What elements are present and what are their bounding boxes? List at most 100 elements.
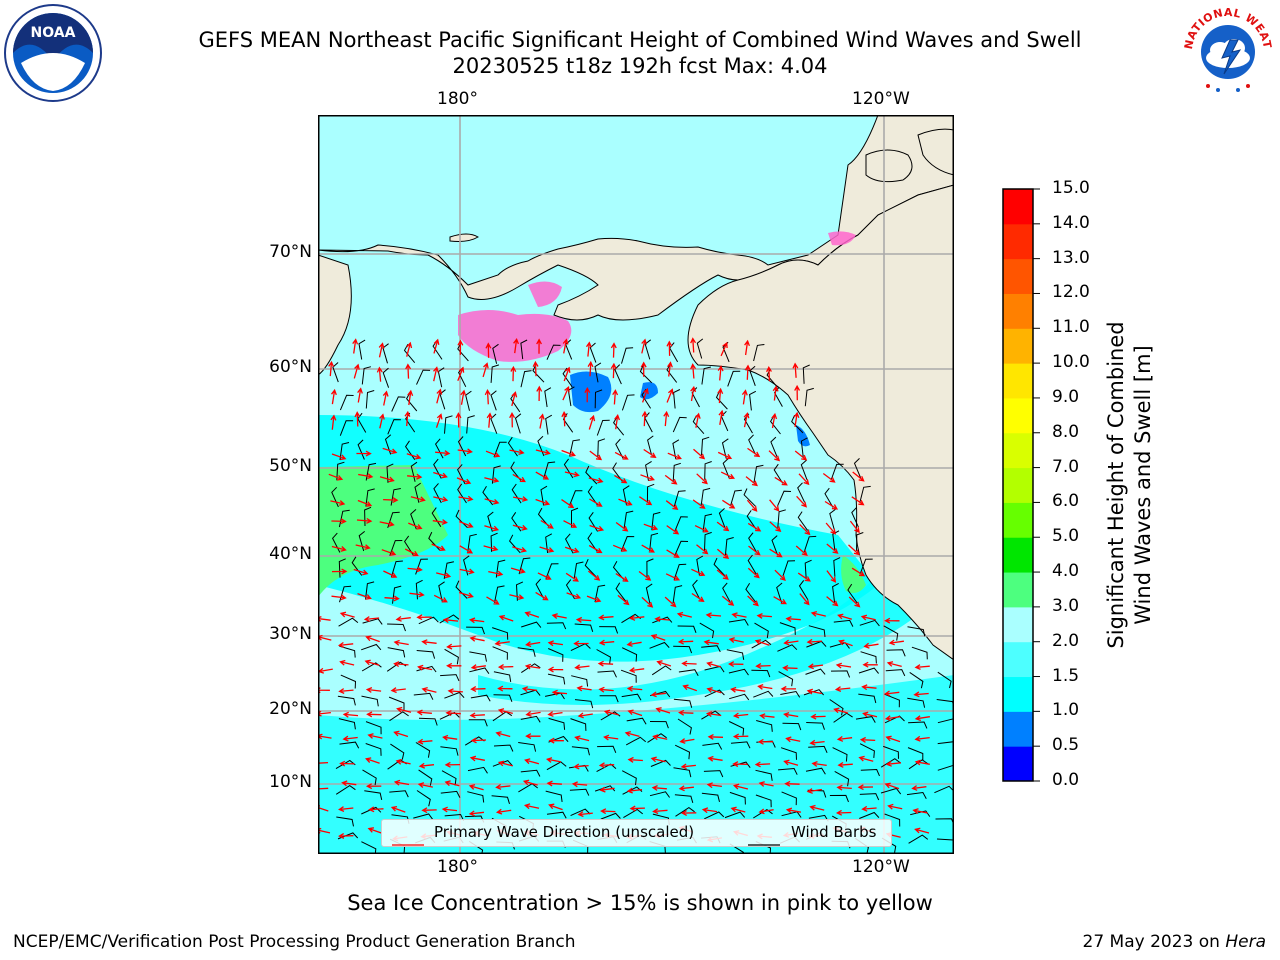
wave-direction-arrow	[758, 781, 774, 787]
wind-barb	[547, 673, 566, 685]
wave-direction-arrow	[754, 639, 770, 646]
colorbar-tick-label: 6.0	[1052, 491, 1080, 512]
wave-direction-arrow	[809, 804, 825, 811]
wave-direction-arrow	[690, 337, 697, 353]
wave-direction-arrow	[416, 614, 432, 621]
wind-barb	[859, 619, 880, 627]
wave-direction-arrow	[862, 711, 878, 718]
wind-barb	[546, 622, 567, 630]
wind-barb	[621, 647, 638, 662]
land-north-america	[687, 184, 954, 661]
wind-barb	[791, 414, 804, 434]
colorbar-label-line1: Significant Height of Combined	[1104, 321, 1128, 649]
wave-direction-arrow	[447, 688, 463, 695]
sea-ice-bering	[458, 310, 572, 362]
wave-direction-arrow	[497, 760, 513, 767]
wind-barb	[934, 785, 954, 794]
wave-direction-arrow	[598, 639, 615, 646]
wave-direction-arrow	[799, 593, 810, 606]
wave-direction-arrow	[769, 521, 782, 532]
wave-direction-arrow	[733, 783, 749, 790]
wave-direction-arrow	[421, 639, 437, 646]
wind-barb	[571, 746, 590, 756]
wind-barb	[644, 339, 652, 360]
wave-direction-arrow	[431, 543, 446, 551]
wind-barb	[704, 531, 712, 551]
wave-direction-arrow	[914, 715, 930, 722]
wind-barb	[493, 694, 513, 702]
wind-barb	[797, 511, 809, 531]
wave-direction-arrow	[666, 388, 674, 403]
colorbar-segment	[1003, 676, 1033, 712]
wave-direction-arrow	[354, 411, 361, 427]
wave-direction-arrow	[849, 520, 860, 534]
wind-barb	[621, 693, 642, 701]
wave-direction-arrow	[664, 474, 678, 485]
wind-barb	[699, 622, 715, 639]
wind-barb	[859, 485, 871, 503]
wave-direction-arrow	[769, 499, 780, 512]
colorbar-tick-label: 13.0	[1052, 247, 1090, 268]
wave-direction-arrow	[858, 755, 874, 762]
wave-direction-arrow	[676, 611, 692, 618]
wind-barb	[440, 746, 459, 756]
wave-direction-arrow	[638, 570, 652, 581]
wave-direction-arrow	[588, 477, 604, 484]
wave-direction-arrow	[421, 686, 437, 693]
wind-barb	[521, 621, 542, 628]
wave-direction-arrow	[537, 572, 552, 580]
wave-direction-arrow	[511, 391, 518, 407]
wind-barb	[859, 558, 873, 575]
wave-direction-arrow	[809, 739, 825, 746]
wave-direction-arrow	[666, 340, 673, 356]
wave-direction-arrow	[585, 341, 592, 357]
wave-direction-arrow	[379, 476, 395, 483]
wave-direction-arrow	[626, 641, 642, 647]
wind-barb	[414, 482, 421, 503]
wind-barb	[907, 747, 924, 761]
wave-direction-arrow	[524, 611, 540, 618]
wave-direction-arrow	[390, 687, 406, 694]
colorbar-segment	[1003, 432, 1033, 469]
wind-barb	[777, 490, 792, 507]
wave-direction-arrow	[615, 573, 629, 582]
wind-barb	[440, 674, 460, 682]
wave-direction-arrow	[785, 616, 801, 622]
wind-barb	[515, 581, 524, 601]
wave-direction-arrow	[318, 785, 329, 792]
wave-direction-arrow	[551, 613, 567, 620]
wave-direction-arrow	[598, 762, 615, 769]
wind-barb	[728, 668, 749, 676]
wave-direction-arrow	[860, 614, 876, 621]
wind-barb	[751, 669, 771, 678]
wind-barb	[614, 364, 622, 385]
wave-direction-arrow	[641, 387, 649, 403]
wave-direction-arrow	[561, 449, 576, 457]
wind-barb	[830, 463, 844, 480]
wave-direction-arrow	[378, 342, 385, 358]
wind-barb	[596, 649, 612, 665]
wind-barb	[570, 808, 591, 817]
wave-direction-arrow	[720, 341, 728, 357]
colorbar-tick-label: 11.0	[1052, 317, 1090, 338]
wind-barb	[883, 625, 899, 641]
wind-barb	[466, 415, 475, 434]
wave-direction-arrow	[677, 638, 694, 645]
wave-direction-arrow	[741, 389, 748, 405]
wave-direction-arrow	[584, 386, 591, 403]
wave-direction-arrow	[614, 474, 628, 484]
wind-barb	[701, 366, 712, 385]
wave-direction-arrow	[331, 518, 347, 525]
wave-direction-arrow	[368, 806, 384, 813]
wind-barb	[908, 721, 928, 729]
sea-ice-beaufort	[828, 231, 856, 246]
wind-barb	[338, 718, 356, 730]
colorbar-segment	[1003, 606, 1033, 643]
wind-barb	[651, 665, 672, 676]
wave-direction-arrow	[563, 366, 571, 382]
wave-direction-arrow	[759, 713, 775, 720]
wave-direction-arrow	[857, 784, 874, 791]
wind-barb	[487, 511, 494, 532]
wave-direction-arrow	[629, 805, 645, 812]
wave-direction-arrow	[330, 388, 337, 405]
